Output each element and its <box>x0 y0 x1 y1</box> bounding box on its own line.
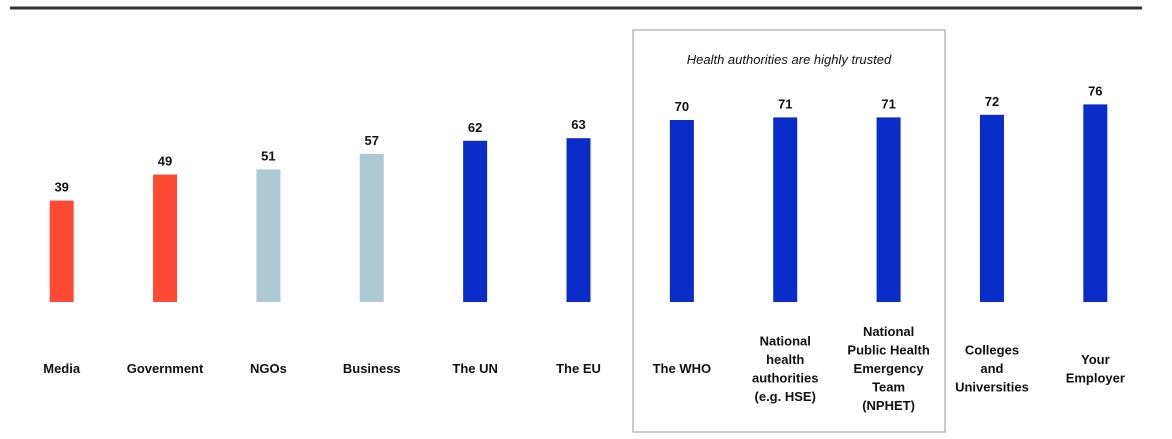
x-tick-label: Business <box>343 361 401 376</box>
bar <box>153 174 178 302</box>
bar <box>566 138 591 302</box>
value-label: 57 <box>365 133 379 148</box>
value-label: 63 <box>571 117 585 132</box>
bar <box>359 153 384 302</box>
x-tick-label: NGOs <box>250 361 287 376</box>
value-label: 71 <box>881 96 895 111</box>
x-tick-label: Your Employer <box>1066 352 1125 386</box>
bar <box>49 200 74 302</box>
x-tick-label: The EU <box>556 361 601 376</box>
value-label: 49 <box>158 154 172 169</box>
bar <box>979 114 1004 302</box>
x-tick-label: Government <box>127 361 204 376</box>
x-tick-label: Media <box>43 361 81 376</box>
x-tick-label: The UN <box>452 361 498 376</box>
value-label: 70 <box>675 99 689 114</box>
value-label: 76 <box>1088 83 1102 98</box>
bar <box>256 169 281 302</box>
value-label: 51 <box>261 148 275 163</box>
annotation: Health authorities are highly trusted <box>687 52 892 67</box>
value-label: 72 <box>985 94 999 109</box>
bar <box>773 117 798 303</box>
bar <box>463 140 488 302</box>
bar <box>876 117 901 303</box>
bar <box>669 120 694 302</box>
x-tick-label: The WHO <box>653 361 712 376</box>
value-label: 71 <box>778 96 792 111</box>
value-label: 39 <box>54 180 68 195</box>
bar <box>1083 104 1108 303</box>
x-tick-label: Colleges and Universities <box>955 343 1029 395</box>
x-tick-label: National health authorities (e.g. HSE) <box>752 333 818 404</box>
x-tick-label: National Public Health Emergency Team (NPHET… <box>847 324 929 413</box>
value-label: 62 <box>468 120 482 135</box>
annotation-box <box>632 29 946 433</box>
